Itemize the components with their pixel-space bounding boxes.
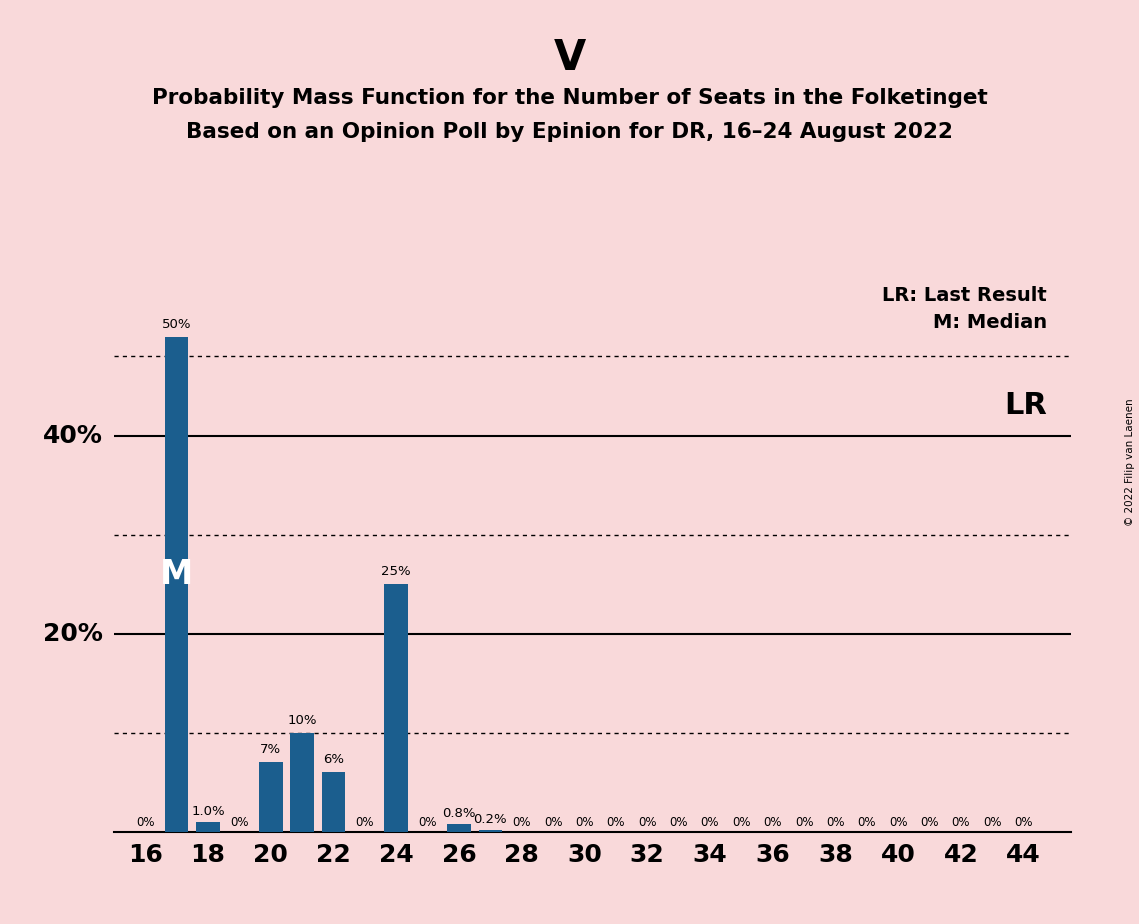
Text: 0%: 0% bbox=[513, 816, 531, 829]
Bar bbox=[259, 762, 282, 832]
Text: 50%: 50% bbox=[162, 318, 191, 331]
Bar bbox=[196, 821, 220, 832]
Text: 0%: 0% bbox=[543, 816, 563, 829]
Bar bbox=[321, 772, 345, 832]
Text: M: M bbox=[159, 558, 194, 590]
Text: 0%: 0% bbox=[355, 816, 374, 829]
Text: 0%: 0% bbox=[575, 816, 593, 829]
Text: 7%: 7% bbox=[260, 744, 281, 757]
Text: M: Median: M: Median bbox=[933, 313, 1047, 333]
Bar bbox=[290, 733, 314, 832]
Text: 20%: 20% bbox=[42, 622, 103, 646]
Bar bbox=[385, 584, 408, 832]
Text: Based on an Opinion Poll by Epinion for DR, 16–24 August 2022: Based on an Opinion Poll by Epinion for … bbox=[186, 122, 953, 142]
Text: 40%: 40% bbox=[42, 423, 103, 447]
Text: LR: Last Result: LR: Last Result bbox=[882, 286, 1047, 305]
Text: 0%: 0% bbox=[858, 816, 876, 829]
Text: 0%: 0% bbox=[888, 816, 908, 829]
Bar bbox=[478, 830, 502, 832]
Text: 0%: 0% bbox=[732, 816, 751, 829]
Bar bbox=[165, 336, 188, 832]
Text: 0%: 0% bbox=[230, 816, 248, 829]
Text: 10%: 10% bbox=[287, 713, 317, 726]
Text: 0%: 0% bbox=[920, 816, 939, 829]
Bar bbox=[448, 823, 470, 832]
Text: 0%: 0% bbox=[983, 816, 1001, 829]
Text: 0%: 0% bbox=[795, 816, 813, 829]
Text: 0%: 0% bbox=[763, 816, 781, 829]
Text: 0.8%: 0.8% bbox=[442, 807, 476, 820]
Text: 0.2%: 0.2% bbox=[474, 813, 507, 826]
Text: 25%: 25% bbox=[382, 565, 411, 578]
Text: 0%: 0% bbox=[700, 816, 719, 829]
Text: 0%: 0% bbox=[826, 816, 845, 829]
Text: 0%: 0% bbox=[638, 816, 656, 829]
Text: Probability Mass Function for the Number of Seats in the Folketinget: Probability Mass Function for the Number… bbox=[151, 88, 988, 108]
Text: 0%: 0% bbox=[1015, 816, 1033, 829]
Text: 0%: 0% bbox=[670, 816, 688, 829]
Text: 0%: 0% bbox=[136, 816, 155, 829]
Text: V: V bbox=[554, 37, 585, 79]
Text: 0%: 0% bbox=[418, 816, 437, 829]
Text: LR: LR bbox=[1003, 391, 1047, 420]
Text: 1.0%: 1.0% bbox=[191, 805, 224, 818]
Text: 6%: 6% bbox=[323, 753, 344, 766]
Text: 0%: 0% bbox=[607, 816, 625, 829]
Text: 0%: 0% bbox=[951, 816, 970, 829]
Text: © 2022 Filip van Laenen: © 2022 Filip van Laenen bbox=[1125, 398, 1134, 526]
